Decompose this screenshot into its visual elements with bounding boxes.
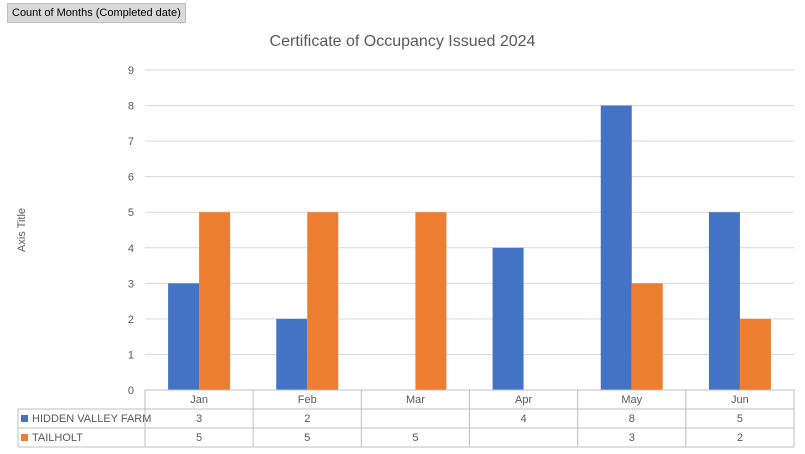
y-tick-label: 9 — [128, 65, 134, 77]
bar — [631, 283, 663, 390]
bar — [168, 283, 200, 390]
legend-key — [21, 415, 28, 422]
bar — [307, 212, 339, 390]
y-tick-label: 0 — [128, 385, 134, 397]
data-table-value: 3 — [196, 413, 202, 425]
legend-label: TAILHOLT — [32, 432, 83, 444]
bar — [708, 212, 740, 390]
data-table-value: 2 — [737, 432, 743, 444]
bar — [600, 105, 632, 391]
data-table-value: 3 — [629, 432, 635, 444]
x-tick-label: May — [621, 394, 642, 406]
bar — [199, 212, 231, 390]
x-tick-label: Feb — [298, 394, 317, 406]
data-table-value: 4 — [521, 413, 527, 425]
data-table-value: 5 — [737, 413, 743, 425]
field-button[interactable]: Count of Months (Completed date) — [7, 3, 186, 23]
data-table-value: 5 — [304, 432, 310, 444]
bar — [276, 318, 308, 390]
legend-label: HIDDEN VALLEY FARM — [32, 413, 151, 425]
x-tick-label: Jan — [190, 394, 208, 406]
y-tick-label: 7 — [128, 136, 134, 148]
y-tick-label: 3 — [128, 278, 134, 290]
legend-key — [21, 434, 28, 441]
y-tick-label: 4 — [128, 243, 134, 255]
x-tick-label: Mar — [406, 394, 425, 406]
y-tick-label: 5 — [128, 207, 134, 219]
y-tick-label: 2 — [128, 314, 134, 326]
x-tick-label: Jun — [731, 394, 749, 406]
data-table-value: 2 — [304, 413, 310, 425]
bar — [739, 318, 771, 390]
y-tick-label: 8 — [128, 101, 134, 113]
data-table-value: 8 — [629, 413, 635, 425]
data-table-value: 5 — [196, 432, 202, 444]
chart-title: Certificate of Occupancy Issued 2024 — [269, 33, 536, 50]
x-tick-label: Apr — [515, 394, 532, 406]
y-tick-label: 1 — [128, 349, 134, 361]
bar — [492, 247, 524, 390]
bar — [415, 212, 447, 390]
data-table-value: 5 — [412, 432, 418, 444]
y-tick-label: 6 — [128, 172, 134, 184]
